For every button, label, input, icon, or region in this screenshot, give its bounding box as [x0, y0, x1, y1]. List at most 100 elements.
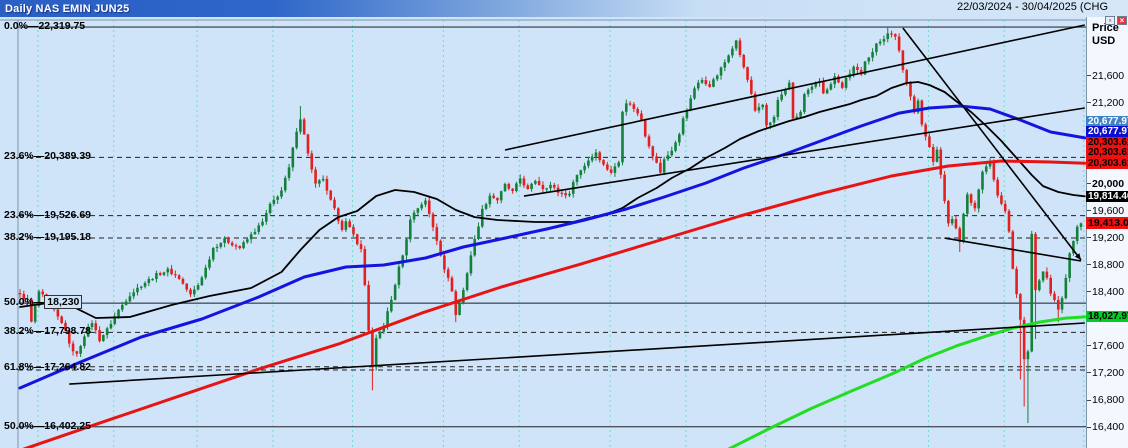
price-badge: 20,303.61	[1086, 147, 1128, 159]
candle-body	[674, 142, 677, 151]
restore-window-button[interactable]: ▫	[1105, 16, 1115, 25]
candle-body	[636, 108, 639, 114]
candle-body	[939, 149, 943, 175]
candle-body	[359, 244, 363, 249]
candle-body	[132, 292, 135, 297]
candle-body	[655, 156, 658, 163]
fib-percent: 50.0%—	[4, 296, 45, 309]
candle-body	[575, 175, 579, 183]
channel-lower-trendline	[523, 107, 1085, 197]
candle-body	[583, 165, 586, 171]
candle-body	[958, 228, 962, 242]
fib-level-label: 38.2%—19,195.18	[4, 231, 91, 243]
candle-body	[814, 82, 818, 87]
candle-body	[753, 93, 757, 111]
candle-body	[181, 278, 185, 284]
fib-price: 16,402.25	[44, 419, 91, 432]
candle-body	[852, 66, 855, 74]
tick-mark	[1087, 264, 1091, 266]
channel-upper-trendline	[504, 24, 1085, 151]
price-tick-label: 18,800	[1087, 259, 1124, 271]
candle-body	[408, 219, 412, 240]
candle-body	[1079, 223, 1083, 227]
price-tick-label: 18,400	[1087, 286, 1124, 298]
candle-body	[947, 200, 950, 224]
candle-body	[193, 289, 196, 295]
candle-body	[541, 184, 545, 190]
candle-body	[344, 221, 348, 230]
candle-body	[787, 82, 791, 90]
candle-body	[954, 219, 958, 229]
candle-body	[117, 309, 120, 317]
fib-level-label: 61.8%—17,264.82	[4, 361, 91, 373]
candle-body	[128, 296, 132, 302]
candle-body	[617, 162, 621, 167]
candle-body	[64, 322, 67, 331]
candle-body	[708, 84, 711, 87]
candle-body	[776, 99, 780, 118]
candle-body	[681, 118, 685, 135]
price-axis-strip[interactable]	[1086, 17, 1128, 448]
candle-body	[469, 255, 473, 274]
candle-body	[912, 96, 916, 113]
candle-body	[791, 82, 795, 119]
candle-body	[931, 147, 935, 162]
candle-body	[105, 328, 109, 335]
candle-body	[238, 246, 242, 249]
candle-body	[1026, 351, 1030, 360]
candle-body	[1064, 277, 1068, 299]
candle-body	[844, 77, 848, 88]
candle-body	[348, 221, 351, 228]
candle-body	[30, 298, 33, 322]
candle-body	[518, 178, 522, 184]
candle-body	[712, 79, 715, 87]
candle-body	[397, 266, 401, 285]
fib-percent: 38.2%—	[4, 325, 45, 338]
candle-body	[662, 159, 666, 173]
close-window-button[interactable]: ×	[1117, 16, 1127, 25]
candle-body	[522, 178, 526, 186]
candle-body	[462, 289, 465, 303]
candle-body	[211, 247, 215, 260]
candle-body	[621, 111, 624, 163]
candle-body	[1045, 271, 1049, 278]
candle-body	[246, 239, 249, 243]
candle-body	[71, 343, 75, 352]
candle-body	[41, 291, 45, 295]
candle-body	[253, 231, 257, 235]
candle-body	[139, 286, 143, 288]
candle-body	[757, 107, 761, 111]
candle-body	[602, 160, 605, 165]
candle-body	[530, 183, 533, 190]
candle-body	[1000, 195, 1003, 204]
candle-body	[208, 259, 211, 268]
fib-percent: 38.2%—	[4, 231, 45, 244]
candle-body	[174, 274, 177, 276]
candle-body	[215, 246, 219, 249]
candle-body	[598, 152, 602, 161]
ma-green-line	[727, 315, 1087, 448]
candle-body	[276, 196, 279, 200]
candle-body	[86, 326, 90, 337]
candle-body	[22, 293, 26, 299]
candle-body	[1053, 293, 1056, 300]
chart-title-bar[interactable]: Daily NAS EMIN JUN25 22/03/2024 - 30/04/…	[0, 0, 1128, 17]
candle-body	[302, 119, 306, 135]
candle-body	[1049, 277, 1052, 294]
candle-body	[1015, 268, 1018, 295]
candle-body	[984, 166, 988, 172]
tick-mark	[1087, 237, 1091, 239]
candle-body	[299, 119, 302, 132]
price-tick-label: 17,200	[1087, 367, 1124, 379]
fib-price: 17,798.78	[44, 325, 91, 338]
candle-body	[318, 180, 321, 184]
candle-body	[147, 279, 151, 283]
candle-body	[871, 52, 874, 58]
candle-body	[26, 298, 29, 300]
candle-body	[75, 351, 79, 354]
wedge-lower-trendline	[944, 237, 1082, 262]
candle-body	[1030, 233, 1034, 352]
candle-body	[1022, 319, 1026, 360]
